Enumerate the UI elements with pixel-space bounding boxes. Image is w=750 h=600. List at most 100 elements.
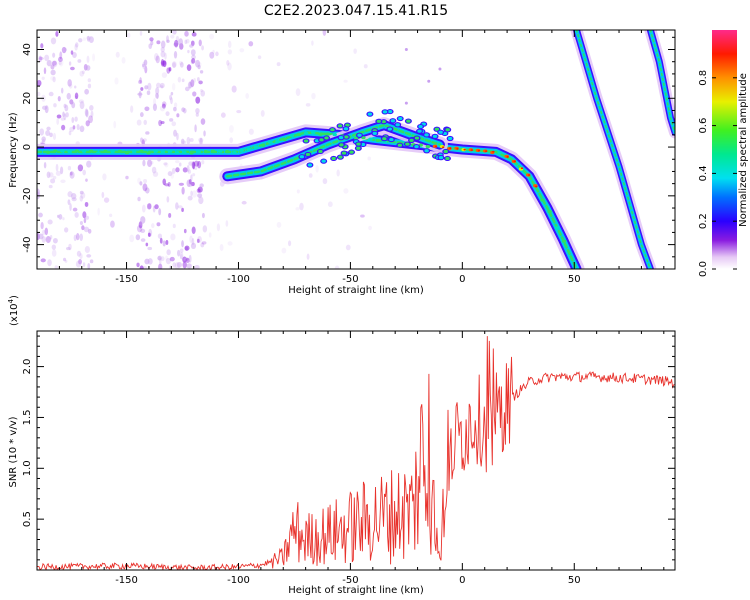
noise-speckle xyxy=(69,171,75,179)
central-echo-blob xyxy=(368,137,373,141)
central-echo-blob xyxy=(153,149,158,153)
noise-speckle xyxy=(139,77,142,84)
turbulent-blob-core xyxy=(390,119,396,123)
noise-speckle xyxy=(299,202,304,211)
noise-speckle xyxy=(85,109,89,118)
noise-speckle xyxy=(145,187,150,194)
noise-speckle xyxy=(170,172,174,179)
noise-speckle xyxy=(84,201,89,207)
noise-speckle xyxy=(83,226,90,233)
noise-speckle xyxy=(85,65,91,71)
noise-speckle xyxy=(102,173,107,181)
noise-speckle xyxy=(144,258,150,265)
noise-speckle xyxy=(68,130,72,136)
noise-speckle xyxy=(194,265,200,269)
noise-speckle xyxy=(188,179,192,185)
central-echo-blob xyxy=(540,198,545,202)
noise-speckle xyxy=(187,81,193,89)
central-echo-blob xyxy=(561,239,567,243)
noise-speckle xyxy=(199,70,204,74)
noise-speckle xyxy=(140,216,146,224)
turbulent-blob-core xyxy=(397,143,403,147)
noise-speckle xyxy=(156,93,159,100)
noise-speckle xyxy=(89,259,94,264)
noise-speckle xyxy=(336,169,340,177)
noise-speckle xyxy=(245,92,250,99)
noise-speckle xyxy=(183,228,187,234)
noise-speckle xyxy=(67,165,72,171)
noise-speckle xyxy=(143,59,148,66)
noise-speckle xyxy=(97,207,100,216)
noise-speckle xyxy=(343,188,349,194)
noise-speckle xyxy=(66,92,71,100)
noise-speckle xyxy=(158,257,162,266)
central-echo-hot xyxy=(463,148,466,151)
noise-speckle xyxy=(160,40,166,49)
central-echo-hot xyxy=(527,174,531,176)
noise-speckle xyxy=(121,57,126,64)
noise-speckle xyxy=(142,159,146,167)
noise-speckle xyxy=(167,171,173,177)
noise-speckle xyxy=(75,260,82,268)
noise-speckle xyxy=(79,195,84,202)
noise-speckle xyxy=(239,48,245,53)
noise-speckle xyxy=(86,254,92,258)
noise-speckle xyxy=(186,164,190,173)
noise-speckle xyxy=(140,87,144,91)
noise-speckle xyxy=(84,108,89,117)
noise-speckle xyxy=(185,38,190,44)
noise-speckle xyxy=(87,83,92,89)
noise-speckle xyxy=(229,137,234,144)
noise-speckle xyxy=(139,30,143,36)
noise-speckle xyxy=(187,169,192,174)
noise-speckle xyxy=(161,101,167,108)
noise-speckle xyxy=(173,42,179,47)
noise-speckle xyxy=(191,226,196,235)
noise-speckle xyxy=(169,256,175,262)
noise-speckle xyxy=(115,51,120,58)
noise-speckle xyxy=(64,259,68,263)
central-echo-blob xyxy=(275,139,280,144)
noise-speckle xyxy=(170,233,176,241)
noise-speckle xyxy=(62,217,65,221)
noise-speckle xyxy=(190,79,195,88)
noise-speckle xyxy=(190,59,194,65)
aliased-line-2-core xyxy=(649,30,675,134)
central-echo-hot xyxy=(441,146,445,149)
turbulent-blob-core xyxy=(443,149,448,154)
noise-speckle xyxy=(51,244,56,250)
noise-speckle xyxy=(172,30,177,35)
noise-speckle xyxy=(170,97,173,105)
noise-speckle xyxy=(37,91,41,97)
noise-speckle xyxy=(188,161,194,166)
turbulent-blob-core xyxy=(381,120,386,124)
turbulent-blob-core xyxy=(345,123,350,127)
noise-speckle xyxy=(79,221,83,226)
noise-speckle xyxy=(52,132,57,141)
noise-speckle xyxy=(187,195,193,201)
colorbar-tick-label: 0.2 xyxy=(698,213,709,229)
noise-speckle xyxy=(141,204,146,213)
noise-speckle xyxy=(68,243,72,251)
noise-speckle xyxy=(140,137,144,143)
central-echo-blob xyxy=(117,149,123,153)
noise-speckle xyxy=(66,247,71,251)
noise-speckle xyxy=(136,225,143,233)
noise-speckle xyxy=(151,166,157,174)
noise-speckle xyxy=(179,248,184,253)
isolated-dot xyxy=(438,67,442,71)
noise-speckle xyxy=(150,161,154,165)
noise-speckle xyxy=(201,45,204,51)
noise-speckle xyxy=(161,72,168,78)
central-echo-hot xyxy=(456,147,459,150)
noise-speckle xyxy=(172,223,176,229)
noise-speckle xyxy=(140,228,146,233)
noise-speckle xyxy=(76,250,81,257)
turbulent-blob-core xyxy=(372,131,377,135)
x-tick-label: 50 xyxy=(568,274,581,285)
spectrogram-frame xyxy=(36,29,676,270)
noise-speckle xyxy=(198,39,202,47)
noise-speckle xyxy=(147,202,152,210)
noise-speckle xyxy=(74,43,78,51)
noise-speckle xyxy=(287,240,292,247)
